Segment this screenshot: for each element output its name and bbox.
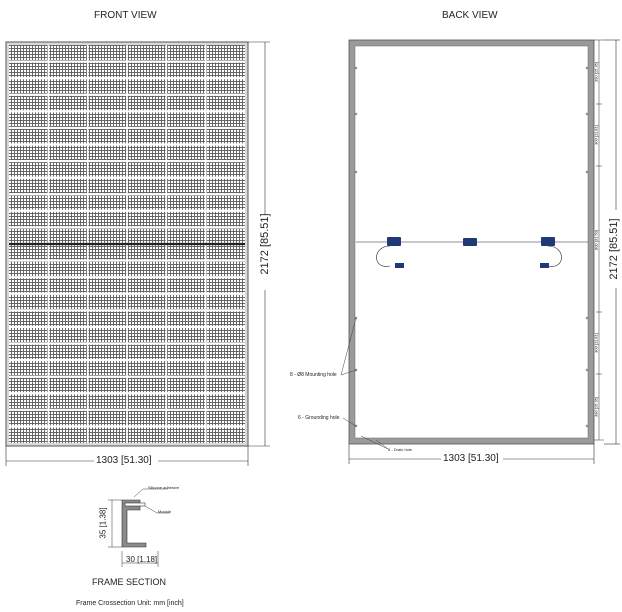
back-segment-label-1: 390 [15.35] xyxy=(593,61,599,83)
front-height-label: 2172 [85.51] xyxy=(259,213,271,275)
back-width-dimension-line xyxy=(348,444,595,464)
frame-width-label: 30 [1.18] xyxy=(126,555,158,564)
frame-section-profile xyxy=(121,499,147,548)
frame-height-dimension-line xyxy=(108,499,122,548)
front-height-dimension-line xyxy=(248,41,270,447)
front-width-dimension-line xyxy=(5,446,249,466)
frame-width-dimension-line xyxy=(121,551,159,567)
front-view-title: FRONT VIEW xyxy=(94,10,157,21)
frame-section-title: FRAME SECTION xyxy=(92,577,167,587)
junction-boxes xyxy=(387,237,555,268)
back-segment-label-2: 300 [11.81] xyxy=(593,125,599,145)
back-view-title: BACK VIEW xyxy=(442,10,498,21)
module-callout: Module xyxy=(158,509,172,514)
back-frame-holes xyxy=(354,66,589,428)
frame-section-caption: Frame Crossection Unit: mm [inch] xyxy=(76,600,184,607)
back-height-label: 2172 [85.51] xyxy=(608,218,620,280)
drain-hole-callout: 8 - Drain hole xyxy=(388,447,413,452)
silicone-adhesive-callout: Silicone adhesive xyxy=(148,485,180,490)
back-segment-label-3: 800 [31.50] xyxy=(593,229,599,251)
front-panel xyxy=(5,41,249,447)
back-segment-label-4: 300 [11.81] xyxy=(593,333,599,353)
back-width-label: 1303 [51.30] xyxy=(443,453,499,464)
back-segment-label-5: 390 [15.35] xyxy=(593,396,599,418)
mounting-hole-callout: 8 - Ø8 Mounting hole xyxy=(290,372,337,378)
back-segment-dimension-line xyxy=(594,39,604,441)
frame-section-callout-leaders xyxy=(133,488,170,514)
back-height-dimension-line xyxy=(604,39,620,445)
frame-height-label: 35 [1.38] xyxy=(98,507,108,539)
grounding-hole-callout: 6 - Grounding hole xyxy=(298,415,340,421)
front-width-label: 1303 [51.30] xyxy=(96,455,152,466)
back-callout-leaders xyxy=(340,317,389,450)
